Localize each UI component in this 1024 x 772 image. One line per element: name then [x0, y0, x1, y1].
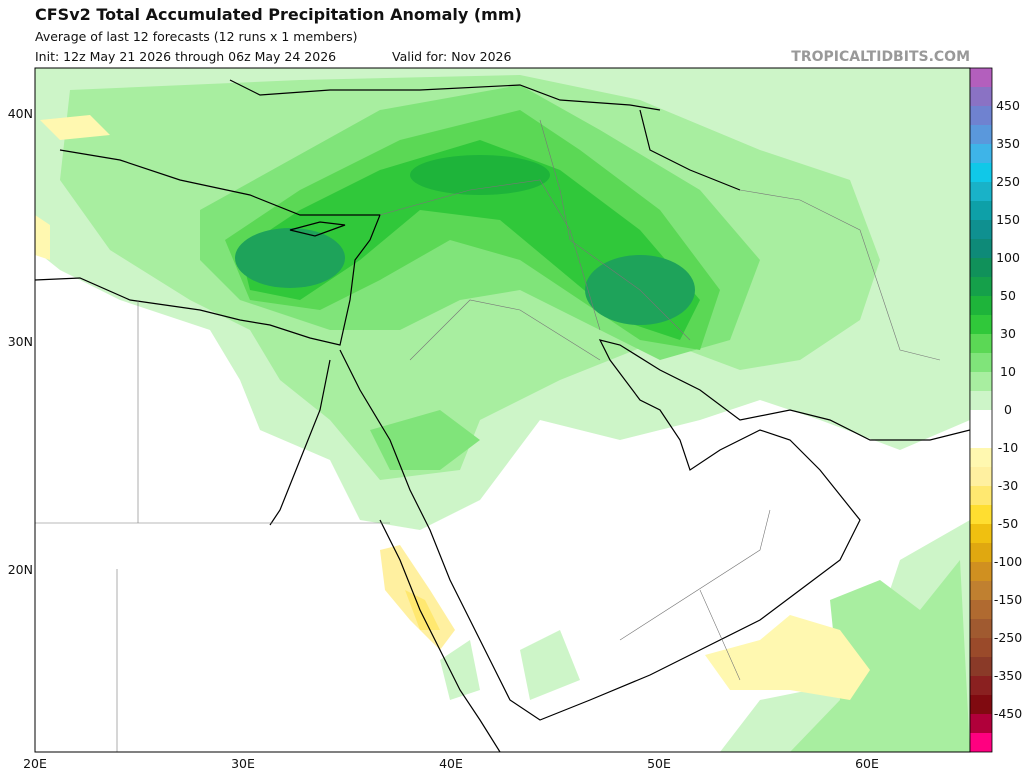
colorbar-segment — [970, 201, 992, 220]
colorbar-segment — [970, 353, 992, 372]
colorbar-segment — [970, 182, 992, 201]
title: CFSv2 Total Accumulated Precipitation An… — [35, 5, 522, 24]
colorbar-segment — [970, 87, 992, 106]
colorbar-label: 450 — [996, 98, 1020, 113]
lat-label: 20N — [8, 562, 33, 577]
coastline — [339, 339, 970, 721]
colorbar-segment — [970, 334, 992, 353]
colorbar-segment — [970, 448, 992, 467]
anomaly-area — [440, 630, 580, 700]
colorbar-segment — [970, 296, 992, 315]
init-text: Init: 12z May 21 2026 through 06z May 24… — [35, 49, 336, 64]
anomaly-area — [370, 410, 480, 470]
colorbar-label: 100 — [996, 250, 1020, 265]
subtitle: Average of last 12 forecasts (12 runs x … — [35, 29, 357, 44]
colorbar-segment — [970, 733, 992, 752]
colorbar-segment — [970, 524, 992, 543]
anomaly-area — [35, 115, 110, 260]
colorbar-segment — [970, 676, 992, 695]
colorbar-label: -250 — [994, 630, 1022, 645]
colorbar-label: -30 — [998, 478, 1018, 493]
colorbar-label: -10 — [998, 440, 1018, 455]
colorbar-segment — [970, 638, 992, 657]
coastline — [229, 79, 741, 191]
colorbar-segment — [970, 220, 992, 239]
coastline — [289, 221, 346, 237]
colorbar-label: 250 — [996, 174, 1020, 189]
colorbar-segment — [970, 619, 992, 638]
colorbar-label: -100 — [994, 554, 1022, 569]
colorbar-segment — [970, 144, 992, 163]
coastline — [35, 149, 381, 346]
colorbar-segment — [970, 106, 992, 125]
colorbar-label: -450 — [994, 706, 1022, 721]
country-border — [35, 119, 941, 752]
colorbar-segment — [970, 372, 992, 391]
colorbar-segment — [970, 315, 992, 334]
colorbar-segment — [970, 486, 992, 505]
colorbar-segment — [970, 505, 992, 524]
lon-label: 60E — [855, 756, 879, 771]
colorbar-segment — [970, 600, 992, 619]
colorbar-segment — [970, 467, 992, 486]
colorbar-segment — [970, 562, 992, 581]
colorbar-frame — [969, 67, 993, 753]
lon-label: 30E — [231, 756, 255, 771]
anomaly-area — [790, 560, 970, 752]
colorbar-segment — [970, 125, 992, 144]
colorbar-segment — [970, 581, 992, 600]
colorbar-label: 30 — [1000, 326, 1016, 341]
colorbar-label: 10 — [1000, 364, 1016, 379]
colorbar-segment — [970, 239, 992, 258]
colorbar-segment — [970, 258, 992, 277]
map — [34, 67, 971, 753]
colorbar-label: 350 — [996, 136, 1020, 151]
colorbar-segment — [970, 163, 992, 182]
lon-label: 40E — [439, 756, 463, 771]
colorbar-segment — [970, 68, 992, 87]
colorbar-label: -350 — [994, 668, 1022, 683]
colorbar-segment — [970, 429, 992, 448]
valid-text: Valid for: Nov 2026 — [392, 49, 511, 64]
colorbar-label: -150 — [994, 592, 1022, 607]
anomaly-area — [235, 228, 345, 288]
colorbar-segment — [970, 695, 992, 714]
colorbar-segment — [970, 277, 992, 296]
lat-label: 40N — [8, 106, 33, 121]
colorbar-segment — [970, 410, 992, 429]
lon-label: 20E — [23, 756, 47, 771]
watermark: TROPICALTIDBITS.COM — [791, 49, 970, 65]
anomaly-area — [405, 590, 440, 630]
colorbar-label: 50 — [1000, 288, 1016, 303]
colorbar-segment — [970, 657, 992, 676]
anomaly-area — [410, 155, 550, 195]
colorbar-segment — [970, 391, 992, 410]
colorbar-label: -50 — [998, 516, 1018, 531]
colorbar-segment — [970, 714, 992, 733]
colorbar-label: 150 — [996, 212, 1020, 227]
colorbar-label: 0 — [1004, 402, 1012, 417]
coastline — [269, 359, 501, 752]
anomaly-area — [705, 615, 870, 700]
lat-label: 30N — [8, 334, 33, 349]
lon-label: 50E — [647, 756, 671, 771]
colorbar-segment — [970, 543, 992, 562]
